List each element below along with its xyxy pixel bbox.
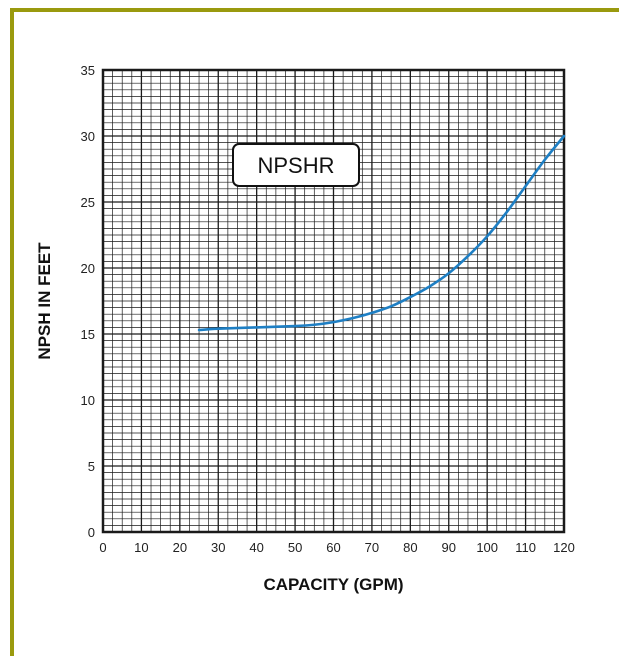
x-tick-label: 80 [403, 540, 417, 555]
x-tick-label: 40 [249, 540, 263, 555]
frame-border-top [10, 8, 619, 12]
npshr-label-box [232, 143, 360, 187]
y-tick-label: 10 [81, 393, 95, 408]
grid [101, 68, 566, 534]
x-tick-labels: 0 10 20 30 40 50 60 70 80 90 100 110 120 [99, 540, 574, 555]
plot-border [101, 68, 566, 534]
x-tick-label: 120 [553, 540, 575, 555]
y-tick-label: 35 [81, 63, 95, 78]
y-tick-label: 20 [81, 261, 95, 276]
frame-border-left [10, 8, 14, 656]
y-tick-label: 30 [81, 129, 95, 144]
npshr-curve [197, 134, 566, 332]
x-tick-label: 30 [211, 540, 225, 555]
x-tick-label: 100 [476, 540, 498, 555]
y-axis-title: NPSH IN FEET [35, 242, 54, 360]
y-tick-label: 5 [88, 459, 95, 474]
x-tick-label: 10 [134, 540, 148, 555]
annotation-layer: NPSHR [232, 143, 360, 187]
y-tick-label: 0 [88, 525, 95, 540]
x-tick-label: 90 [442, 540, 456, 555]
x-tick-label: 0 [99, 540, 106, 555]
x-axis-title: CAPACITY (GPM) [263, 575, 403, 594]
y-tick-labels: 0 5 10 15 20 25 30 35 [81, 63, 95, 540]
x-tick-label: 70 [365, 540, 379, 555]
x-tick-label: 20 [173, 540, 187, 555]
npshr-label: NPSHR [257, 153, 334, 178]
curve-layer [197, 134, 566, 332]
x-tick-label: 110 [515, 540, 536, 555]
x-tick-label: 50 [288, 540, 302, 555]
y-tick-label: 15 [81, 327, 95, 342]
x-tick-label: 60 [326, 540, 340, 555]
y-tick-label: 25 [81, 195, 95, 210]
